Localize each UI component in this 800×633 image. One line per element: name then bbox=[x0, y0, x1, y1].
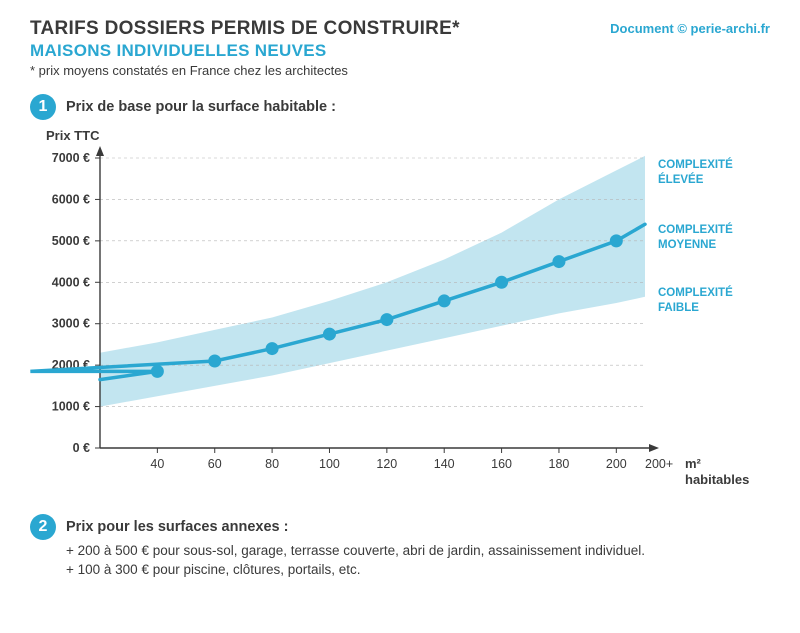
chart-container: 0 €1000 €2000 €3000 €4000 €5000 €6000 €7… bbox=[30, 128, 770, 498]
price-chart: 0 €1000 €2000 €3000 €4000 €5000 €6000 €7… bbox=[30, 128, 770, 498]
section-1-header: 1 Prix de base pour la surface habitable… bbox=[30, 94, 770, 120]
data-point bbox=[208, 355, 221, 368]
section-1-badge: 1 bbox=[30, 94, 56, 120]
x-axis-label-2: habitables bbox=[685, 472, 749, 487]
svg-text:120: 120 bbox=[376, 457, 397, 471]
svg-text:100: 100 bbox=[319, 457, 340, 471]
data-point bbox=[552, 255, 565, 268]
svg-text:60: 60 bbox=[208, 457, 222, 471]
section-2-title: Prix pour les surfaces annexes : bbox=[66, 519, 288, 535]
annex-line-2: + 100 à 300 € pour piscine, clôtures, po… bbox=[66, 561, 770, 580]
complexity-band bbox=[100, 156, 645, 407]
section-2-header: 2 Prix pour les surfaces annexes : bbox=[30, 514, 770, 540]
svg-text:6000 €: 6000 € bbox=[52, 192, 90, 206]
chart-annotation: COMPLEXITÉ bbox=[658, 223, 733, 236]
svg-text:200: 200 bbox=[606, 457, 627, 471]
section-2-badge: 2 bbox=[30, 514, 56, 540]
data-point bbox=[610, 234, 623, 247]
svg-text:1000 €: 1000 € bbox=[52, 400, 90, 414]
chart-annotation: FAIBLE bbox=[658, 302, 699, 314]
annex-line-1: + 200 à 500 € pour sous-sol, garage, ter… bbox=[66, 542, 770, 561]
chart-annotation: MOYENNE bbox=[658, 239, 716, 251]
svg-text:4000 €: 4000 € bbox=[52, 275, 90, 289]
section-1-title: Prix de base pour la surface habitable : bbox=[66, 99, 336, 115]
y-axis-label: Prix TTC bbox=[46, 128, 100, 143]
svg-text:80: 80 bbox=[265, 457, 279, 471]
data-point bbox=[151, 365, 164, 378]
annex-lines: + 200 à 500 € pour sous-sol, garage, ter… bbox=[66, 542, 770, 580]
svg-text:7000 €: 7000 € bbox=[52, 151, 90, 165]
header: TARIFS DOSSIERS PERMIS DE CONSTRUIRE* Do… bbox=[30, 18, 770, 78]
svg-text:40: 40 bbox=[150, 457, 164, 471]
footnote: * prix moyens constatés en France chez l… bbox=[30, 63, 770, 78]
chart-annotation: COMPLEXITÉ bbox=[658, 158, 733, 171]
subtitle: MAISONS INDIVIDUELLES NEUVES bbox=[30, 41, 770, 61]
data-point bbox=[323, 328, 336, 341]
data-point bbox=[380, 313, 393, 326]
credit-text: Document © perie-archi.fr bbox=[610, 21, 770, 36]
svg-text:180: 180 bbox=[549, 457, 570, 471]
section-2: 2 Prix pour les surfaces annexes : + 200… bbox=[30, 514, 770, 580]
data-point bbox=[266, 342, 279, 355]
svg-text:160: 160 bbox=[491, 457, 512, 471]
svg-text:200+: 200+ bbox=[645, 457, 673, 471]
data-point bbox=[495, 276, 508, 289]
svg-text:140: 140 bbox=[434, 457, 455, 471]
chart-annotation: ÉLEVÉE bbox=[658, 173, 704, 186]
svg-text:0 €: 0 € bbox=[73, 441, 90, 455]
chart-annotation: COMPLEXITÉ bbox=[658, 286, 733, 299]
svg-text:3000 €: 3000 € bbox=[52, 317, 90, 331]
x-axis-label-1: m² bbox=[685, 456, 702, 471]
svg-text:5000 €: 5000 € bbox=[52, 234, 90, 248]
data-point bbox=[438, 294, 451, 307]
